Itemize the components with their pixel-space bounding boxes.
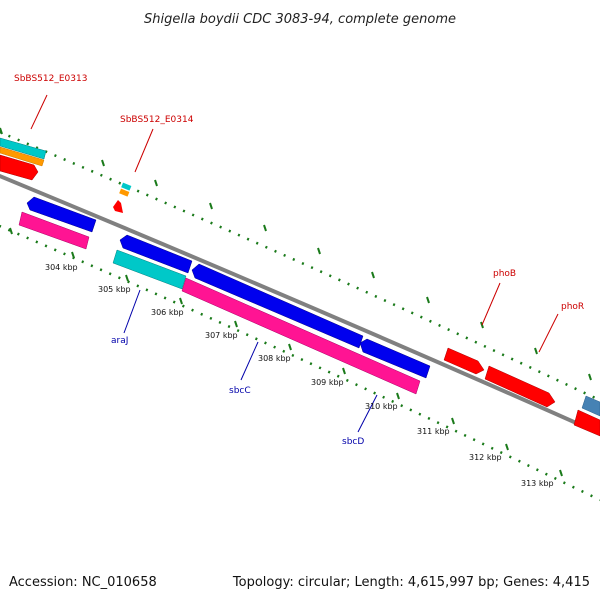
gene-orange-small[interactable]: [119, 188, 130, 197]
outer-major-ticks: [0, 127, 592, 381]
inner-tick-ring: [0, 224, 600, 502]
label-phob[interactable]: phoB: [493, 269, 516, 279]
inner-major-ticks: [9, 227, 563, 477]
map-title: Shigella boydii CDC 3083-94, complete ge…: [144, 12, 456, 27]
gene-orange-upper[interactable]: [0, 146, 45, 167]
gene-blue-2[interactable]: [119, 234, 193, 274]
genome-backbone: [0, 173, 600, 436]
label-aral[interactable]: araJ: [111, 336, 128, 346]
tick-label: 305 kbp: [98, 285, 131, 294]
gene-cyan-upper[interactable]: [0, 137, 47, 160]
leader-phor: [538, 313, 559, 353]
tick-label: 308 kbp: [258, 354, 291, 363]
gene-red-small[interactable]: [113, 200, 123, 213]
gene-cyan-aral[interactable]: [112, 249, 187, 290]
gene-phor[interactable]: [484, 365, 556, 408]
gene-cyan-small[interactable]: [121, 182, 132, 191]
label-sbcd[interactable]: sbcD: [342, 437, 364, 447]
gene-blue-1[interactable]: [26, 196, 97, 233]
gene-red-edge[interactable]: [573, 409, 600, 437]
label-sbbs0314[interactable]: SbBS512_E0314: [120, 115, 194, 125]
leader-phob: [481, 282, 501, 326]
leader-aral: [123, 289, 141, 334]
tick-label: 313 kbp: [521, 479, 554, 488]
leader-sbcc: [240, 341, 259, 381]
gene-phob[interactable]: [443, 347, 485, 375]
tick-label: 306 kbp: [151, 308, 184, 317]
tick-label: 304 kbp: [45, 263, 78, 272]
leader-sbbs0313: [30, 94, 48, 130]
gene-pink-2[interactable]: [181, 277, 421, 395]
outer-tick-ring: [0, 130, 600, 402]
tick-label: 311 kbp: [417, 427, 450, 436]
leader-sbbs0314: [134, 128, 154, 173]
gene-steelblue-edge[interactable]: [581, 395, 600, 417]
label-phor[interactable]: phoR: [561, 302, 584, 312]
tick-label: 309 kbp: [311, 378, 344, 387]
gene-blue-4[interactable]: [359, 338, 431, 379]
accession-text: Accession: NC_010658: [9, 575, 157, 590]
tick-label: 307 kbp: [205, 331, 238, 340]
gene-red-upper[interactable]: [0, 154, 39, 181]
gene-pink-1[interactable]: [18, 211, 90, 250]
label-sbbs0313[interactable]: SbBS512_E0313: [14, 74, 87, 84]
leader-sbcd: [357, 394, 378, 433]
gene-blue-3[interactable]: [191, 263, 364, 349]
tick-label: 310 kbp: [365, 402, 398, 411]
label-sbcc[interactable]: sbcC: [229, 386, 251, 396]
tick-label: 312 kbp: [469, 453, 502, 462]
genome-summary-text: Topology: circular; Length: 4,615,997 bp…: [232, 575, 590, 590]
